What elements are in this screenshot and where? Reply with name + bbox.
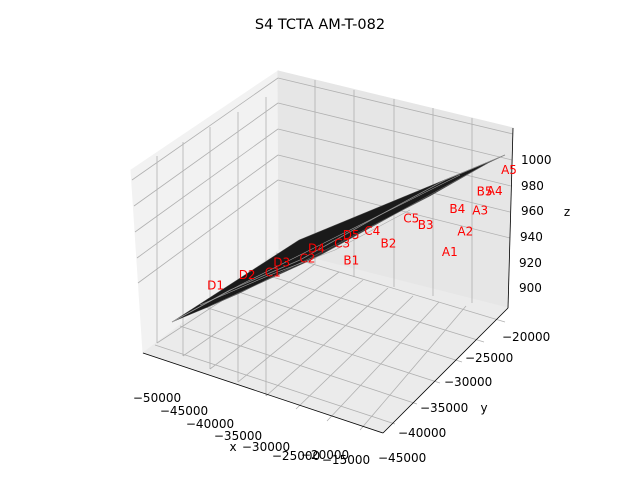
gridline	[359, 305, 467, 431]
x-tick-label: −40000	[186, 417, 234, 431]
z-tick-label: 920	[519, 256, 542, 270]
gridline	[277, 77, 514, 135]
point-label-a3: A3	[472, 204, 488, 218]
gridline	[228, 288, 463, 363]
gridline	[154, 344, 396, 425]
y-tick-labels: −45000 −40000 −35000 −30000 −25000 −2000…	[378, 330, 550, 465]
z-tick-label: 1000	[521, 153, 552, 167]
point-label-d5: D5	[343, 228, 360, 242]
z-tick-label: 980	[521, 179, 544, 193]
y-tick-label: −20000	[502, 330, 550, 344]
y-tick-label: −35000	[420, 401, 468, 415]
x-tick-label: −30000	[242, 440, 290, 454]
axis-lines	[142, 127, 514, 434]
point-label-b1: B1	[343, 254, 359, 268]
gridline	[275, 252, 506, 323]
gridline	[204, 306, 441, 384]
point-label-a2: A2	[457, 224, 473, 238]
point-label-a1: A1	[442, 245, 458, 259]
gridline	[133, 102, 279, 207]
x-axis-label: x	[229, 440, 236, 454]
gridline	[277, 154, 511, 213]
gridlines	[131, 77, 514, 431]
gridline	[209, 271, 340, 370]
z-axis-label: z	[564, 205, 570, 219]
surface-mesh	[199, 209, 411, 306]
z-tick-label: 960	[521, 204, 544, 218]
z-tick-label: 900	[519, 281, 542, 295]
point-label-d3: D3	[273, 256, 290, 270]
point-label-b2: B2	[381, 237, 397, 251]
y-tick-label: −40000	[398, 426, 446, 440]
point-label-c4: C4	[364, 224, 380, 238]
gridline	[136, 154, 279, 259]
y-axis-label: y	[480, 401, 487, 415]
point-label-b4: B4	[449, 202, 465, 216]
surface	[171, 154, 506, 323]
x-tick-label: −25000	[272, 449, 320, 463]
gridline	[295, 295, 414, 410]
gridline	[137, 179, 279, 284]
point-label-a5: A5	[501, 163, 517, 177]
x-tick-label: −45000	[160, 404, 208, 418]
point-label-c1: C1	[265, 265, 281, 279]
gridline	[277, 128, 512, 187]
x-tick-label: −20000	[301, 448, 349, 462]
x-tick-labels: −50000 −45000 −40000 −35000 −30000 −2500…	[133, 391, 370, 467]
y-axis-line	[382, 307, 509, 434]
z-axis-line	[507, 127, 514, 309]
point-labels: A1 A2 A3 A4 A5 B1 B2 B3 B4 B5 C1 C2 C3 C4 C5 D1 D2 D3 D4 D5	[207, 163, 517, 292]
y-tick-label: −30000	[444, 375, 492, 389]
y-tick-label: −45000	[378, 451, 426, 465]
z-tick-label: 940	[520, 230, 543, 244]
gridline	[182, 263, 316, 357]
point-label-d4: D4	[308, 242, 325, 256]
chart-title: S4 TCTA AM-T-082	[255, 17, 385, 33]
point-label-c3: C3	[334, 236, 350, 250]
gridline	[134, 128, 279, 233]
gridline	[131, 77, 279, 181]
x-tick-label: −15000	[322, 453, 370, 467]
gridline	[252, 270, 485, 343]
x-tick-label: −35000	[214, 429, 262, 443]
point-label-c5: C5	[403, 212, 419, 226]
x-tick-label: −50000	[133, 391, 181, 405]
point-label-c2: C2	[299, 252, 315, 266]
y-tick-label: −25000	[465, 351, 513, 365]
point-label-d2: D2	[239, 268, 256, 282]
gridline	[326, 301, 440, 422]
surface-mesh	[171, 154, 506, 323]
gridline	[237, 279, 364, 383]
point-label-b3: B3	[418, 218, 434, 232]
point-label-b5: B5	[477, 184, 493, 198]
gridline	[277, 102, 513, 161]
point-label-a4: A4	[487, 184, 503, 198]
gridline	[179, 325, 418, 405]
z-tick-labels: 900 920 940 960 980 1000	[519, 153, 552, 295]
point-label-d1: D1	[207, 278, 224, 292]
x-axis-line	[142, 352, 384, 434]
